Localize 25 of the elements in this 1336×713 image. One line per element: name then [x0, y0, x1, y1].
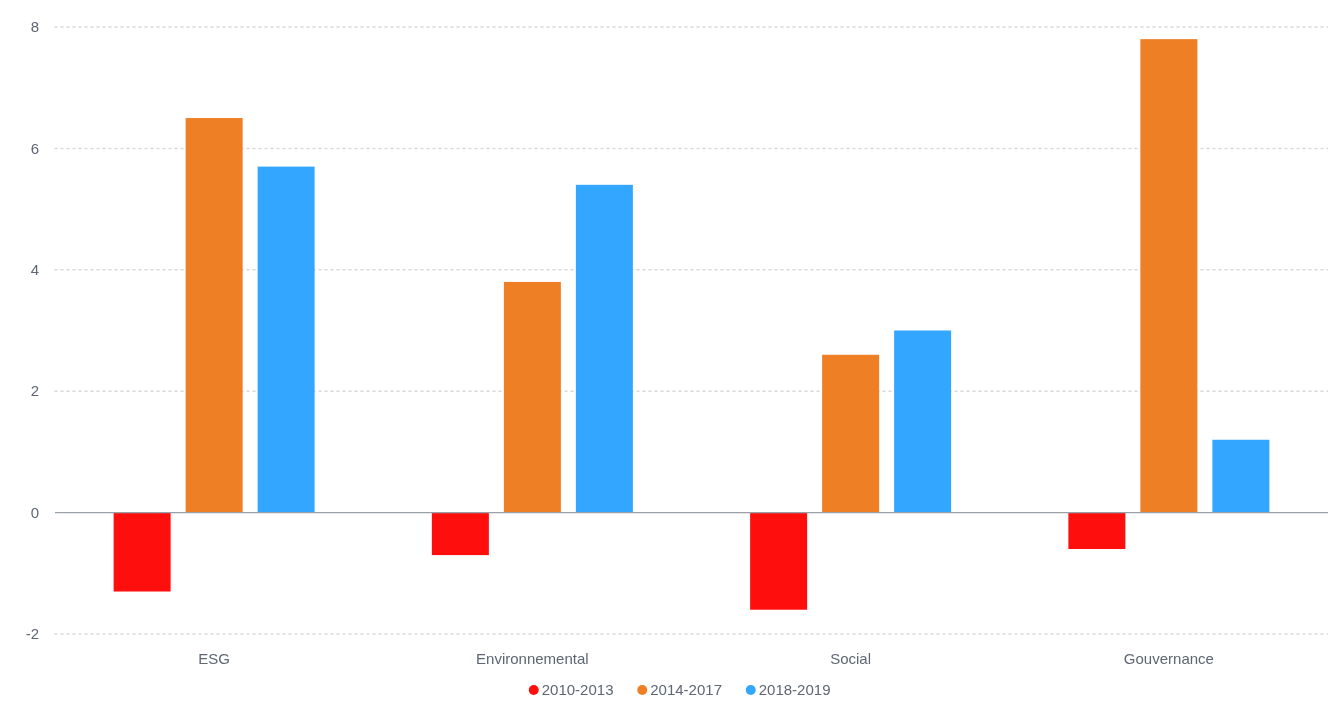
bar [1068, 512, 1126, 550]
bar [822, 354, 880, 513]
legend-label: 2018-2019 [758, 681, 831, 699]
bar [113, 512, 171, 592]
y-tick-label: 6 [30, 139, 39, 157]
bar [503, 281, 561, 513]
x-tick-label: Environnemental [476, 650, 589, 667]
x-tick-label: ESG [198, 650, 230, 667]
bar [1140, 39, 1198, 513]
y-tick-label: 0 [30, 503, 39, 521]
y-tick-label: -2 [25, 625, 39, 643]
legend-label: 2010-2013 [541, 681, 614, 699]
x-tick-label: Social [830, 650, 872, 667]
bar [575, 184, 633, 513]
bar [185, 118, 243, 513]
y-tick-label: 8 [30, 18, 39, 36]
legend-label: 2014-2017 [650, 681, 722, 699]
bar [894, 330, 952, 513]
bar [431, 512, 489, 556]
y-tick-label: 4 [30, 261, 39, 279]
y-tick-label: 2 [30, 382, 39, 400]
bar [257, 166, 315, 513]
bar [750, 512, 808, 610]
x-tick-label: Gouvernance [1123, 650, 1214, 667]
bar [1212, 439, 1270, 513]
